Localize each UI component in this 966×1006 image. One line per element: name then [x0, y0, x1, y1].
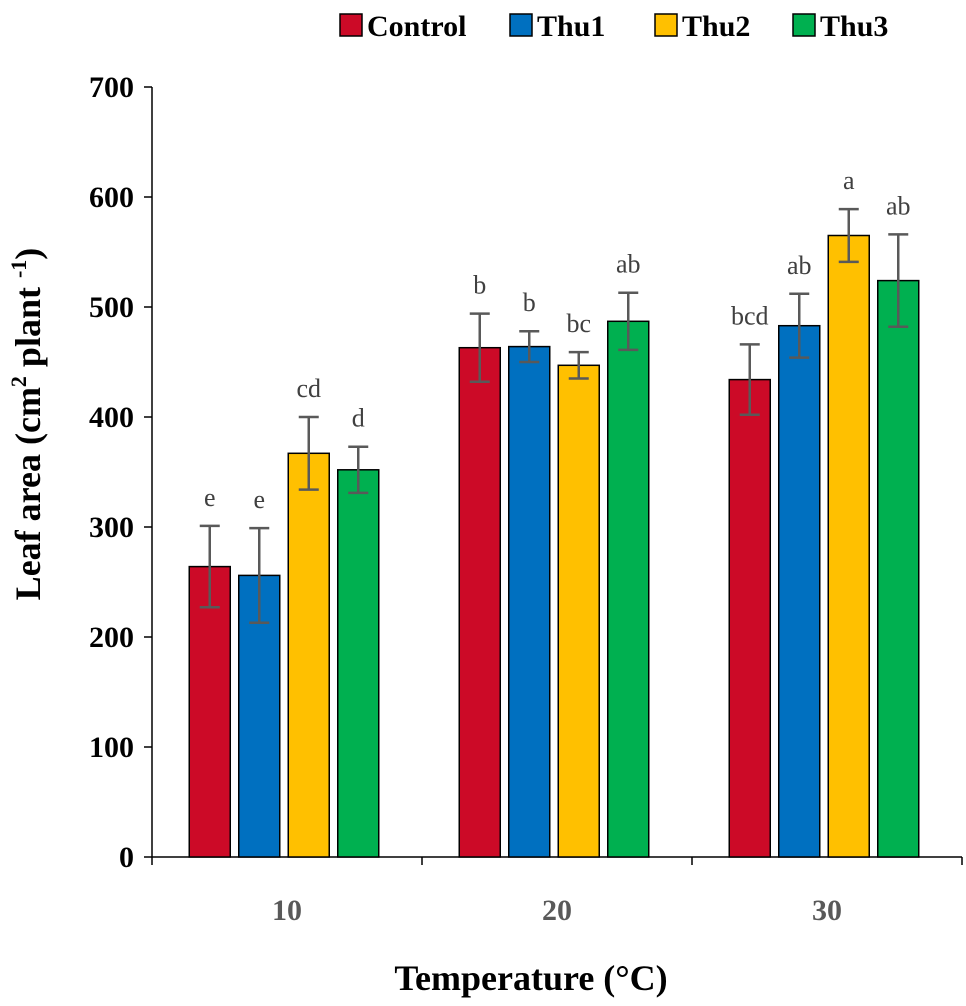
legend-label-control: Control: [367, 10, 466, 43]
significance-letter: e: [204, 483, 216, 512]
legend: Control Thu1 Thu2 Thu3: [339, 10, 888, 43]
y-axis: 0 100 200 300 400 500 600 700: [89, 71, 153, 874]
y-tick-label: 400: [89, 401, 134, 434]
significance-letter: a: [843, 166, 855, 195]
significance-letter: bc: [566, 309, 591, 338]
bar-control-30: [728, 378, 771, 858]
significance-letter: bcd: [731, 301, 769, 330]
significance-letter: b: [523, 288, 536, 317]
error-bars: [199, 207, 909, 624]
x-tick-label: 20: [542, 894, 572, 927]
bar-thu1-30: [778, 324, 821, 858]
significance-letter: ab: [787, 251, 812, 280]
y-axis-title: Leaf area (cm2 plant -1): [6, 248, 48, 601]
significance-letter: ab: [616, 250, 641, 279]
y-tick-label: 0: [119, 841, 134, 874]
bar-thu2-30: [827, 234, 870, 858]
y-tick-label: 600: [89, 181, 134, 214]
legend-swatch-thu3: [792, 13, 816, 37]
y-axis-title-mid: plant: [8, 278, 48, 376]
y-tick-label: 100: [89, 731, 134, 764]
bar-control-20: [458, 346, 501, 858]
significance-letter: cd: [296, 374, 321, 403]
x-tick-label: 10: [272, 894, 302, 927]
significance-letter: b: [473, 271, 486, 300]
y-tick-label: 300: [89, 511, 134, 544]
y-tick-label: 700: [89, 71, 134, 104]
y-axis-title-sup2: -1: [6, 260, 31, 278]
y-tick-label: 500: [89, 291, 134, 324]
y-axis-title-end: ): [8, 248, 48, 260]
significance-letter: ab: [886, 191, 911, 220]
legend-swatch-thu2: [654, 13, 678, 37]
bar-thu3-20: [607, 320, 650, 858]
legend-label-thu2: Thu2: [682, 10, 750, 43]
legend-label-thu1: Thu1: [537, 10, 605, 43]
significance-letter: e: [253, 485, 265, 514]
legend-swatch-control: [339, 13, 363, 37]
bar-thu2-20: [557, 364, 600, 858]
x-tick-label: 30: [812, 894, 842, 927]
x-axis-title: Temperature (°C): [394, 958, 667, 998]
bar-thu2-10: [287, 452, 330, 858]
bar-thu1-20: [508, 345, 551, 858]
legend-swatch-thu1: [509, 13, 533, 37]
legend-label-thu3: Thu3: [820, 10, 888, 43]
x-axis: 10 20 30: [151, 856, 963, 927]
bar-control-10: [188, 565, 231, 858]
bars: [188, 234, 920, 858]
bar-thu3-10: [337, 469, 380, 858]
significance-letter: d: [352, 404, 365, 433]
y-axis-title-sup1: 2: [6, 376, 31, 387]
y-tick-label: 200: [89, 621, 134, 654]
y-axis-title-main: Leaf area (cm: [8, 387, 48, 600]
bar-thu3-30: [877, 279, 920, 858]
